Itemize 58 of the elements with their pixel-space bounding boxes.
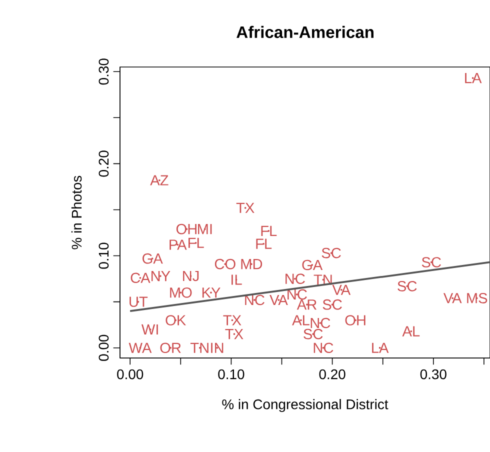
data-label: NC bbox=[310, 318, 330, 328]
data-label: MI bbox=[198, 224, 212, 234]
data-label: VA bbox=[332, 284, 351, 295]
data-label: LA bbox=[372, 342, 389, 353]
data-label: AL bbox=[402, 326, 420, 336]
data-label: FL bbox=[261, 226, 277, 236]
data-label: MS bbox=[467, 292, 488, 304]
data-label: WA bbox=[128, 342, 152, 353]
data-label: WI bbox=[141, 324, 158, 334]
data-label: UT bbox=[130, 296, 148, 307]
data-label: MO bbox=[170, 287, 192, 298]
y-tick-label: 0.10 bbox=[98, 242, 109, 269]
data-label: NJ bbox=[183, 270, 199, 282]
data-label: TX bbox=[225, 329, 244, 340]
data-label: OK bbox=[166, 315, 186, 326]
data-label: SC bbox=[322, 299, 342, 310]
data-label: SC bbox=[322, 248, 341, 258]
data-label: AZ bbox=[150, 175, 168, 186]
data-label: OH bbox=[176, 224, 196, 234]
data-label: VA bbox=[443, 293, 462, 304]
data-label: VA bbox=[270, 294, 288, 306]
y-tick-label: 0.00 bbox=[98, 334, 109, 361]
data-label: IN bbox=[211, 342, 224, 353]
data-label: NY bbox=[152, 271, 170, 282]
data-label: TX bbox=[223, 315, 242, 326]
data-label: PA bbox=[170, 240, 187, 250]
data-label: LA bbox=[465, 73, 482, 84]
data-label: NC bbox=[245, 294, 264, 306]
data-label: TN bbox=[190, 342, 208, 353]
data-label: NC bbox=[314, 342, 334, 354]
x-tick-label: 0.30 bbox=[420, 369, 446, 380]
data-label: OR bbox=[160, 342, 181, 354]
data-label: SC bbox=[398, 281, 417, 292]
data-label: FL bbox=[188, 238, 204, 248]
x-tick-label: 0.10 bbox=[218, 369, 244, 380]
y-tick-label: 0.30 bbox=[98, 58, 109, 85]
chart-title: African-American bbox=[236, 26, 374, 38]
data-label: GA bbox=[302, 260, 323, 270]
y-tick-label: 0.20 bbox=[98, 150, 109, 177]
data-label: NC bbox=[288, 289, 307, 300]
data-label: OH bbox=[345, 315, 366, 326]
data-label: AR bbox=[296, 300, 316, 310]
data-label: IL bbox=[232, 274, 242, 285]
data-label: FL bbox=[256, 238, 272, 249]
data-label: SC bbox=[422, 257, 441, 268]
x-tick-label: 0.00 bbox=[117, 369, 144, 380]
x-axis-title: % in Congressional District bbox=[222, 399, 388, 412]
data-label: GA bbox=[142, 253, 163, 264]
data-label: TX bbox=[236, 202, 254, 213]
data-label: KY bbox=[202, 288, 220, 298]
data-label: CA bbox=[130, 272, 150, 284]
data-label: CO bbox=[214, 258, 236, 270]
data-label: AL bbox=[292, 315, 310, 326]
data-label: NC bbox=[286, 274, 305, 284]
data-label: MD bbox=[241, 259, 262, 270]
y-axis-title: % in Photos bbox=[71, 176, 82, 250]
x-tick-label: 0.20 bbox=[319, 369, 346, 380]
data-label: SC bbox=[304, 328, 323, 340]
